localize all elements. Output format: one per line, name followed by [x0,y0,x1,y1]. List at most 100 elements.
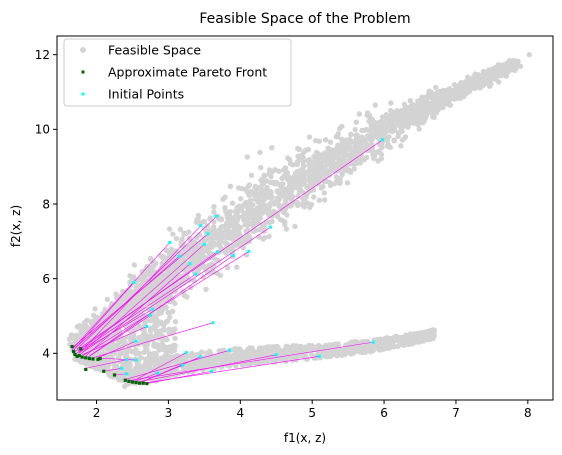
feasible-point [426,88,432,94]
feasible-point [177,250,183,256]
feasible-point [187,253,193,259]
feasible-point [230,243,236,249]
feasible-point [121,374,127,380]
feasible-point [83,361,89,367]
initial-point [211,321,215,325]
initial-point [184,351,188,355]
feasible-point [440,95,446,101]
feasible-point [263,219,270,225]
feasible-point [284,192,290,198]
feasible-point [307,188,313,194]
initial-point [194,272,198,276]
feasible-point [428,335,435,341]
feasible-point [292,223,298,230]
feasible-point [322,344,328,350]
feasible-point [431,114,437,121]
pareto-point [123,378,127,382]
feasible-point [424,96,430,102]
feasible-point [191,254,198,261]
feasible-point [397,124,404,130]
feasible-point [383,137,389,143]
trajectory-line [100,357,137,361]
feasible-point [208,227,214,233]
feasible-point [280,167,287,173]
feasible-point [140,334,146,341]
feasible-point [333,174,339,180]
feasible-point [229,216,235,222]
feasible-point [369,142,375,148]
feasible-point [303,147,309,153]
feasible-point [320,184,326,190]
feasible-point [454,92,461,99]
feasible-point [443,88,449,94]
feasible-point [170,231,176,237]
feasible-point [230,228,237,234]
trajectory-line [74,256,180,349]
feasible-point [253,194,259,201]
feasible-point [337,179,343,185]
feasible-point [346,144,353,150]
feasible-point [402,105,408,111]
feasible-point [299,165,305,172]
initial-point [132,280,136,284]
trajectory-line [73,282,135,351]
feasible-point [275,188,281,194]
feasible-point [307,204,313,211]
feasible-point [489,76,495,82]
trajectory-line [114,373,127,376]
pareto-point [112,373,117,377]
feasible-point [283,226,290,232]
feasible-point [390,336,396,342]
feasible-point [125,305,131,311]
feasible-point [173,235,180,242]
feasible-point [122,340,128,346]
feasible-point [466,76,472,82]
feasible-point [108,303,115,309]
feasible-point [140,291,147,298]
feasible-point [149,360,155,366]
feasible-point [207,216,213,222]
feasible-point [144,362,150,368]
feasible-point [353,119,359,125]
feasible-point [248,172,255,178]
initial-points [120,138,385,376]
feasible-point [91,312,97,318]
feasible-point [321,190,328,196]
feasible-point [252,183,259,190]
feasible-point [319,175,325,182]
pareto-point [91,357,95,361]
x-tick-label: 3 [165,406,173,420]
feasible-point [273,181,280,187]
feasible-point [306,156,313,163]
feasible-point [127,279,133,285]
feasible-point [339,123,345,130]
feasible-point [313,149,320,156]
feasible-point [515,58,521,64]
feasible-point [242,203,248,209]
feasible-point [104,296,111,302]
initial-point [202,242,206,246]
feasible-point [341,164,348,170]
feasible-point [286,174,292,180]
feasible-point [74,333,80,339]
feasible-point [372,102,378,108]
pareto-point [84,367,88,371]
feasible-point [322,137,329,143]
feasible-point [177,226,184,232]
x-tick-label: 5 [308,406,316,420]
feasible-point [335,142,341,148]
feasible-point [144,263,150,270]
feasible-point [230,347,237,353]
feasible-point [189,352,195,359]
feasible-point [153,332,160,339]
feasible-point [226,210,233,216]
feasible-point [384,335,390,341]
feasible-point [418,330,424,336]
feasible-point [264,205,270,212]
feasible-point [184,294,190,300]
feasible-point [119,296,126,302]
feasible-point [115,300,122,306]
feasible-point [367,127,373,134]
feasible-point [150,317,156,323]
trajectory-line [92,322,214,359]
